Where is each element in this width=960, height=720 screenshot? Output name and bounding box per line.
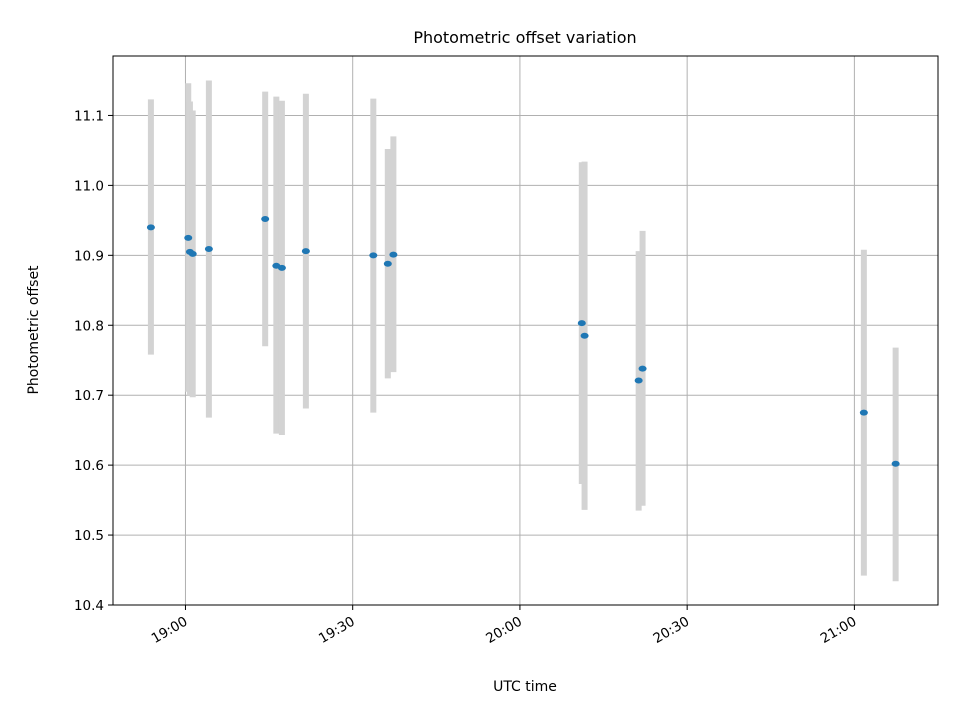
data-point — [638, 365, 647, 372]
data-point — [204, 246, 213, 253]
data-point — [261, 215, 270, 222]
data-point — [383, 260, 392, 267]
chart-title: Photometric offset variation — [413, 28, 636, 47]
y-tick-label: 10.6 — [74, 458, 104, 474]
y-tick-label: 10.9 — [74, 248, 104, 264]
data-point — [859, 409, 868, 416]
data-point — [184, 234, 193, 241]
y-tick-label: 10.8 — [74, 318, 104, 334]
y-tick-label: 10.4 — [74, 598, 104, 614]
data-point — [389, 251, 398, 258]
data-point — [146, 224, 155, 231]
data-point — [301, 248, 310, 255]
y-tick-label: 10.7 — [74, 388, 104, 404]
data-point — [634, 377, 643, 384]
x-axis-label: UTC time — [493, 679, 557, 695]
data-point — [369, 252, 378, 259]
data-point — [277, 264, 286, 271]
data-points — [146, 215, 900, 467]
data-point — [577, 320, 586, 327]
plot-frame — [112, 55, 939, 606]
y-tick-label: 10.5 — [74, 528, 104, 544]
y-axis-ticks: 10.4 10.5 10.6 10.7 10.8 10.9 11.0 11.1 — [74, 108, 113, 614]
y-tick-label: 11.1 — [74, 108, 104, 124]
data-point — [188, 250, 197, 257]
data-point — [891, 460, 900, 467]
y-tick-label: 11.0 — [74, 178, 104, 194]
y-axis-label: Photometric offset — [26, 265, 42, 395]
data-point — [580, 332, 589, 339]
